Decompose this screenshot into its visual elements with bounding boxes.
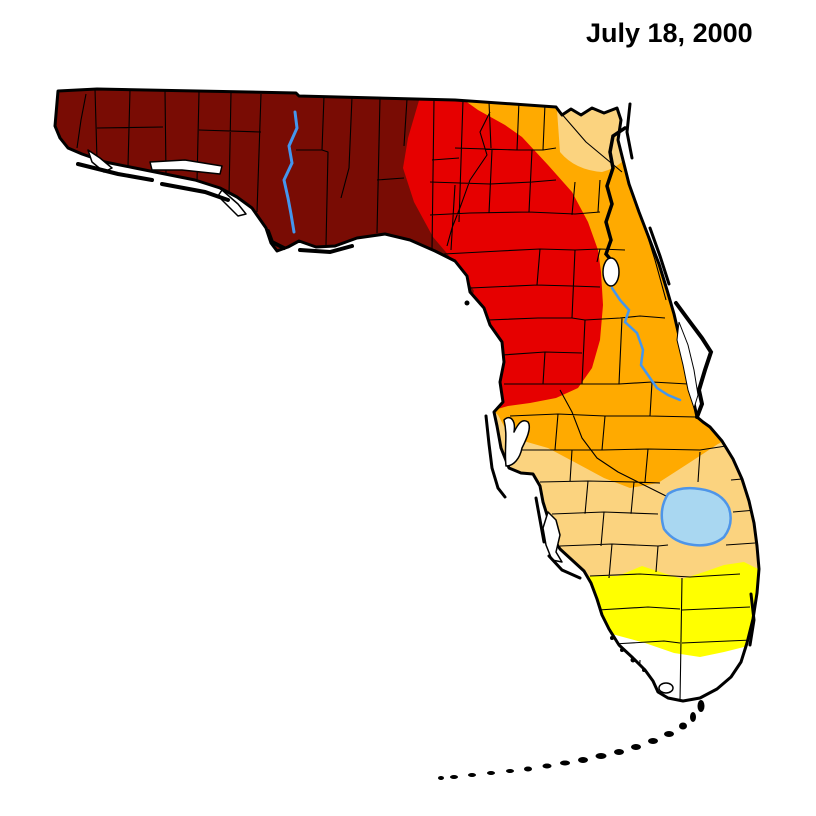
ten-thousand-islands — [464, 300, 646, 672]
st-joseph-spit — [268, 231, 284, 248]
coastal-bays — [88, 150, 673, 693]
sanibel-island — [549, 556, 580, 578]
jacksonville-barrier — [627, 104, 632, 158]
cedar-key — [464, 300, 470, 306]
daytona-barrier — [650, 228, 669, 284]
st-johns-river-north — [606, 128, 625, 260]
apalachicola-barrier — [300, 246, 352, 252]
florida-coastline — [55, 89, 759, 701]
santa-rosa-island — [78, 164, 152, 180]
apalachicola-river — [284, 112, 297, 232]
choctawhatchee-bay — [150, 160, 222, 174]
lake-okeechobee — [662, 488, 731, 545]
florida-keys-islands — [438, 700, 705, 780]
pinellas-barrier — [486, 416, 505, 497]
st-johns-river-south — [612, 288, 680, 400]
lake-george — [603, 258, 619, 286]
whitewater-bay — [659, 683, 673, 693]
panhandle-barrier-east — [162, 184, 228, 200]
barrier-islands — [78, 104, 754, 645]
tampa-bay — [504, 418, 529, 466]
cape-canaveral-barrier — [676, 303, 711, 417]
county-boundaries — [77, 89, 756, 702]
charlotte-barrier — [536, 498, 544, 542]
miami-beach-barrier — [750, 594, 754, 645]
date-label: July 18, 2000 — [586, 18, 753, 48]
indian-river-lagoon — [677, 322, 698, 408]
zone-moderate-jacksonville-blob — [556, 94, 635, 172]
